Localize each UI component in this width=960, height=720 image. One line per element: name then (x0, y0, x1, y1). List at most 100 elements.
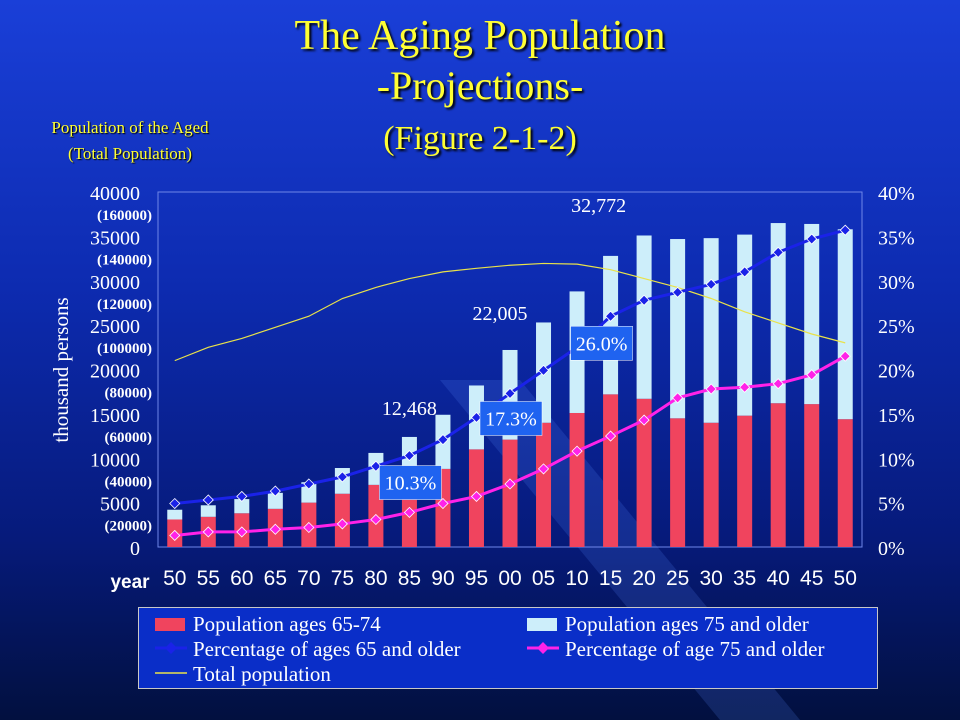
legend-swatch-pct-75 (527, 642, 559, 654)
point-pct-75-over (169, 529, 181, 542)
x-tick-label: 00 (498, 567, 521, 590)
point-pct-75-over (772, 378, 784, 390)
legend-label-pct-75: Percentage of age 75 and older (565, 637, 825, 661)
x-tick-label: 25 (666, 567, 689, 590)
y2-tick-label: 40% (878, 183, 915, 205)
y-tick-label: 35000 (90, 227, 140, 249)
left-axis-header-sub: (Total Population) (68, 144, 192, 163)
bar-ages-65-74 (502, 439, 518, 547)
y2-tick-label: 15% (878, 405, 915, 427)
point-pct-75-over (739, 381, 751, 393)
point-pct-65-over (370, 460, 382, 472)
point-pct-65-over (169, 497, 181, 510)
x-tick-label: 45 (800, 567, 823, 590)
legend-label-pct-65: Percentage of ages 65 and older (193, 637, 461, 661)
point-pct-75-over (403, 506, 415, 518)
point-pct-65-over (437, 434, 449, 446)
point-pct-65-over (806, 233, 818, 245)
y-tick-label: 5000 (100, 494, 140, 516)
chart-title: The Aging Population (294, 13, 666, 59)
point-pct-65-over (303, 478, 315, 490)
legend-swatch-total (155, 672, 187, 674)
total-scale-tick-label: (60000) (105, 430, 153, 446)
data-label-pct: 17.3% (485, 408, 537, 430)
total-scale-tick-label: (40000) (105, 474, 153, 490)
bar-ages-65-74 (636, 398, 652, 547)
legend-marker (537, 642, 549, 654)
legend-label-total: Total population (193, 662, 331, 686)
point-pct-75-over (269, 523, 281, 535)
bar-ages-65-74 (670, 418, 686, 547)
point-pct-75-over (336, 518, 348, 530)
point-pct-75-over (504, 478, 516, 490)
total-scale-tick-label: (140000) (97, 252, 152, 268)
y-tick-label: 25000 (90, 316, 140, 338)
legend-marker (165, 642, 177, 654)
y-tick-label: 40000 (90, 183, 140, 205)
y-tick-label: 20000 (90, 361, 140, 383)
y2-tick-label: 35% (878, 227, 915, 249)
y-tick-label: 30000 (90, 272, 140, 294)
bar-ages-65-74 (569, 412, 585, 547)
line-total-population (174, 262, 846, 362)
bar-ages-75-over (737, 234, 753, 416)
point-pct-75-over (470, 490, 483, 502)
x-tick-label: 65 (264, 567, 287, 590)
bar-ages-75-over (301, 482, 317, 503)
x-tick-label: 85 (398, 567, 421, 590)
x-tick-label: 70 (297, 567, 320, 590)
point-pct-65-over (605, 310, 617, 322)
left-axis-header: Population of the Aged (51, 118, 209, 137)
data-label-pct: 26.0% (576, 333, 628, 355)
bar-ages-65-74 (703, 422, 719, 547)
y2-tick-label: 10% (878, 449, 915, 471)
total-scale-tick-label: (20000) (105, 519, 153, 535)
x-tick-label: 55 (197, 567, 220, 590)
data-label-count: 22,005 (473, 303, 528, 325)
point-pct-75-over (571, 445, 583, 457)
bar-ages-75-over (267, 492, 283, 509)
bar-ages-65-74 (837, 419, 853, 547)
point-pct-65-over (705, 278, 717, 290)
point-pct-75-over (638, 414, 650, 426)
x-tick-label: 90 (431, 567, 454, 590)
point-pct-65-over (269, 485, 281, 497)
x-tick-label: 15 (599, 567, 622, 590)
point-pct-75-over (672, 392, 684, 404)
point-pct-75-over (839, 350, 851, 362)
y-axis-label: thousand persons (49, 297, 73, 442)
point-pct-75-over (303, 521, 315, 534)
x-tick-label: 40 (767, 567, 790, 590)
point-pct-75-over (705, 383, 717, 395)
x-tick-label: 80 (364, 567, 387, 590)
bar-ages-75-over (234, 499, 250, 514)
x-tick-label: 35 (733, 567, 756, 590)
point-pct-75-over (236, 526, 248, 538)
legend-swatch-75-over (527, 618, 557, 631)
point-pct-75-over (370, 513, 382, 526)
legend-label-65-74: Population ages 65-74 (193, 612, 381, 636)
bar-ages-65-74 (804, 404, 820, 547)
x-tick-label: 75 (331, 567, 354, 590)
total-scale-tick-label: (100000) (97, 341, 152, 357)
bar-ages-75-over (603, 255, 619, 395)
point-pct-65-over (336, 471, 348, 483)
point-pct-75-over (806, 369, 818, 381)
point-pct-65-over (236, 490, 248, 502)
y-tick-label: 0 (130, 538, 140, 560)
x-tick-label: 50 (163, 567, 186, 590)
point-pct-65-over (672, 286, 684, 298)
point-pct-65-over (202, 494, 214, 506)
y2-tick-label: 25% (878, 316, 915, 338)
bar-ages-75-over (636, 235, 652, 399)
x-tick-label: 30 (699, 567, 722, 590)
x-tick-label: 05 (532, 567, 555, 590)
figure-number: (Figure 2-1-2) (383, 120, 577, 157)
data-label-count: 12,468 (382, 398, 437, 420)
point-pct-65-over (772, 246, 784, 258)
bar-ages-75-over (200, 505, 216, 517)
data-label-pct-box (479, 401, 543, 436)
data-label-pct: 10.3% (385, 473, 437, 495)
bar-ages-65-74 (737, 415, 753, 547)
point-pct-75-over (605, 430, 617, 442)
